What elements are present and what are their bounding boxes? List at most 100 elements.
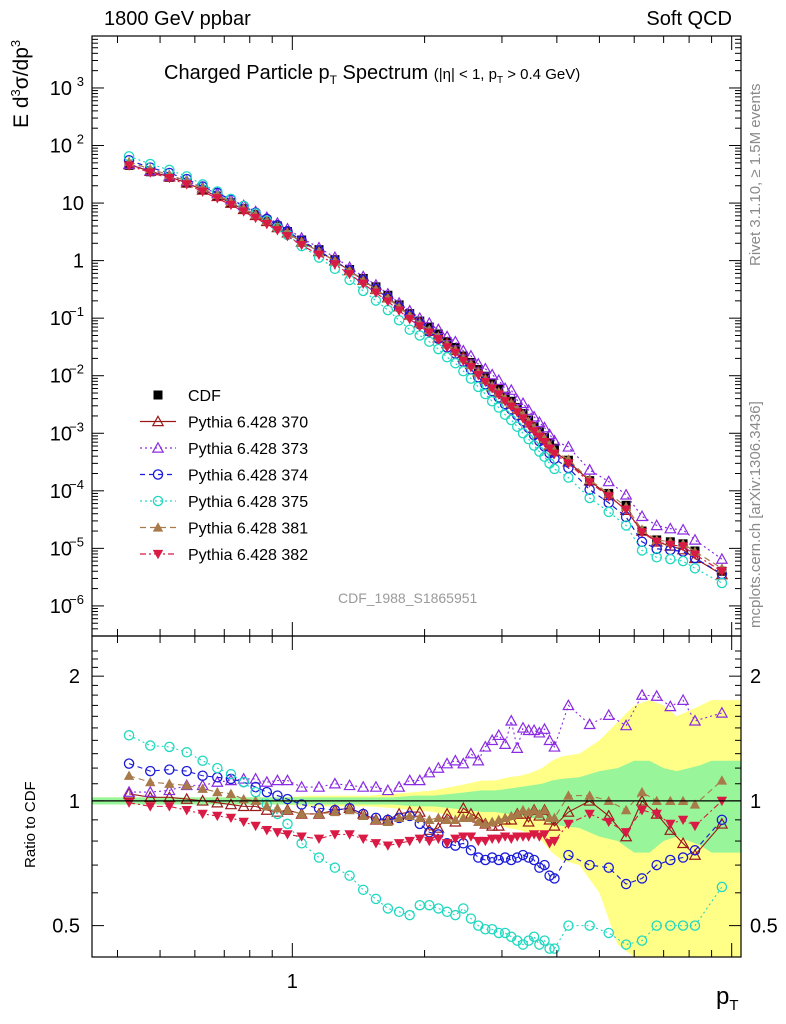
data-point [677,920,689,931]
data-point [450,357,461,369]
data-point [665,540,676,551]
data-point [528,427,540,437]
data-point [619,488,633,500]
legend-marker [151,415,165,427]
data-point [603,862,614,873]
data-point [433,903,444,914]
data-point [238,817,249,828]
data-point [197,809,208,820]
data-point [677,852,689,863]
data-point [486,834,498,845]
data-point [619,719,633,731]
data-point [492,373,505,386]
data-point [164,173,175,184]
legend-entry: Pythia 6.428 373 [140,441,308,458]
data-point [480,854,491,866]
data-point [676,543,690,555]
data-point [344,269,355,280]
legend-entry: Pythia 6.428 370 [140,415,308,432]
data-point [282,830,293,840]
data-point [404,315,415,325]
data-point [583,463,596,475]
data-point [539,438,550,448]
data-point [343,778,356,791]
data-point [676,693,690,705]
y-tick-exponent: −4 [69,477,84,492]
data-point [539,859,550,871]
data-point [603,927,614,939]
data-point [369,780,383,792]
legend-marker [152,549,164,560]
data-point [414,322,425,332]
legend-marker [151,441,165,453]
data-point [636,805,648,816]
data-point [499,852,511,863]
data-point [370,839,382,849]
data-point [458,356,469,367]
data-point [689,920,701,931]
data-point [549,836,560,847]
legend-label: Pythia 6.428 381 [188,521,308,538]
data-point [432,761,445,773]
data-point [313,808,325,819]
legend-entry: Pythia 6.428 382 [140,547,308,564]
data-point [499,409,511,420]
data-point [271,774,284,786]
data-point [329,806,341,817]
data-point [689,845,701,856]
ratio-y-tick-label-right: 0.5 [750,916,778,938]
data-point [528,440,540,451]
data-point [716,775,728,785]
data-point [523,852,534,863]
y-tick-exponent: −3 [69,419,84,434]
data-point [164,802,175,812]
data-point [403,774,416,786]
data-point [261,801,273,811]
data-point [563,819,574,830]
title-sub: T [329,73,337,87]
data-point [493,402,504,413]
data-point [458,365,469,377]
data-point [123,730,135,741]
data-point [382,841,394,851]
data-point [620,828,632,838]
y-tick-label: 10 [50,423,72,445]
data-point [424,814,435,825]
data-point [261,786,273,798]
data-point [651,920,662,931]
data-point [414,834,425,845]
data-point [689,799,701,809]
data-point [584,492,595,504]
data-point [505,714,518,726]
data-point [313,250,325,261]
data-point [486,395,498,407]
data-point [145,765,156,777]
data-point [493,854,504,866]
data-point [533,415,546,428]
data-point [636,545,648,556]
data-point [543,733,556,746]
data-point [665,819,676,830]
data-point [404,810,415,821]
data-point [473,816,484,827]
data-point [197,755,208,766]
mcplots-label: mcplots.cern.ch [arXiv:1306.3436] [747,401,764,628]
data-point [163,783,176,796]
data-point [479,362,492,374]
band-outer [92,700,741,957]
data-point [441,343,453,353]
legend-label: Pythia 6.428 375 [188,494,308,511]
data-point [296,808,307,819]
data-point [393,314,405,326]
data-point [620,939,632,950]
data-point [393,906,405,918]
data-point [511,741,524,753]
data-point [512,808,523,819]
data-point [603,506,614,518]
data-point [382,304,394,316]
data-point [440,757,454,769]
data-point [313,852,325,863]
data-point [636,935,648,946]
data-point [296,240,307,251]
